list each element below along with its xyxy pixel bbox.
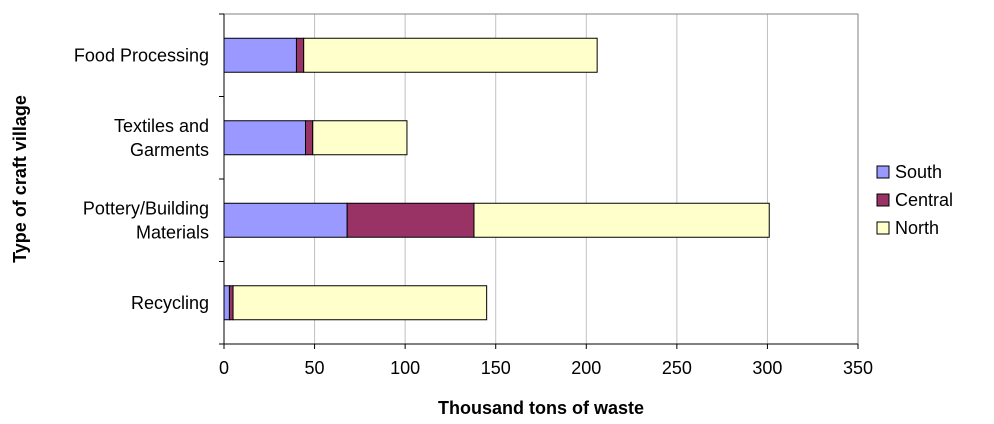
x-tick-label: 350 [843, 358, 873, 378]
bar-segment-central [295, 37, 305, 73]
legend-label-south: South [895, 162, 942, 182]
bar-segment-north [312, 120, 408, 156]
x-tick-labels: 0 50 100 150 200 250 300 350 [219, 358, 873, 378]
category-label: Food Processing [74, 45, 209, 65]
legend-swatch-central [876, 193, 890, 207]
bar-segment-central [346, 202, 475, 238]
x-tick-label: 100 [390, 358, 420, 378]
bar-segment-south [223, 120, 307, 156]
x-tick-label: 300 [752, 358, 782, 378]
bar-segment-north [473, 202, 770, 238]
category-labels: Recycling Pottery/Building Materials Textil… [74, 45, 209, 313]
category-label: Recycling [131, 293, 209, 313]
bars [223, 37, 770, 321]
legend-swatch-north [876, 221, 890, 235]
x-axis-title: Thousand tons of waste [438, 398, 644, 418]
category-label: Textiles and Garments [114, 116, 209, 160]
category-label: Pottery/Building Materials [83, 198, 209, 242]
x-tick-label: 0 [219, 358, 229, 378]
x-tick-label: 250 [662, 358, 692, 378]
legend: South Central North [876, 162, 953, 238]
y-axis-title: Type of craft village [10, 95, 30, 263]
bar-segment-south [223, 37, 297, 73]
legend-swatch-south [876, 165, 890, 179]
bar-segment-south [223, 202, 348, 238]
bar-segment-north [303, 37, 598, 73]
bar-segment-central [228, 285, 234, 321]
bar-segment-south [223, 285, 230, 321]
axes [219, 13, 859, 349]
x-tick-label: 150 [481, 358, 511, 378]
bar-segment-central [305, 120, 314, 156]
x-tick-label: 200 [571, 358, 601, 378]
legend-label-central: Central [895, 190, 953, 210]
legend-label-north: North [895, 218, 939, 238]
bar-segment-north [232, 285, 488, 321]
x-tick-label: 50 [305, 358, 325, 378]
